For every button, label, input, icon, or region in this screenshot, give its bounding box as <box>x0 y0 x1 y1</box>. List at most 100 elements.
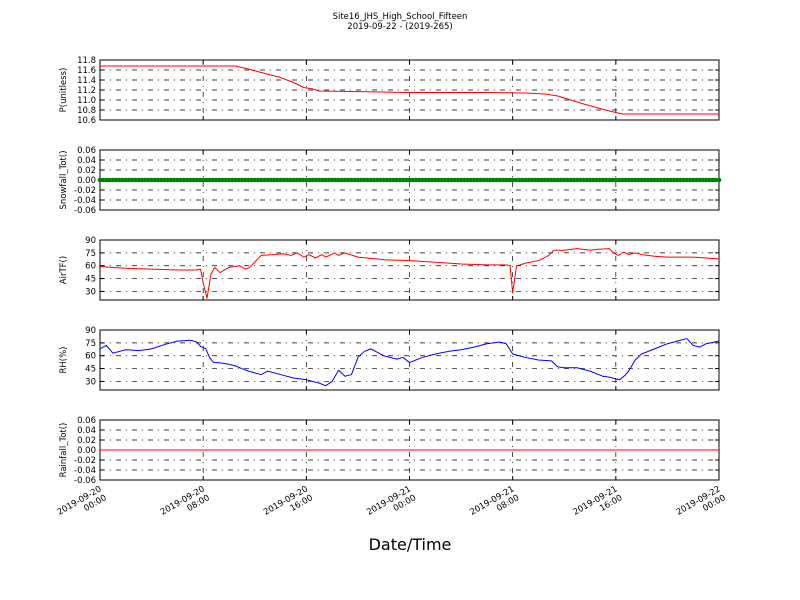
data-point <box>197 177 203 183</box>
data-point <box>549 177 554 183</box>
data-point <box>423 177 428 183</box>
data-point <box>329 177 335 183</box>
y-tick-label: 90 <box>85 326 96 336</box>
data-point <box>555 177 561 183</box>
figure-title: Site16_JHS_High_School_Fifteen <box>333 12 468 22</box>
data-point <box>191 177 196 183</box>
data-point <box>671 177 677 183</box>
data-point <box>349 177 354 183</box>
data-point <box>216 177 222 183</box>
data-point <box>236 177 241 183</box>
data-point <box>113 177 119 183</box>
data-point <box>326 177 332 183</box>
data-point <box>471 177 477 183</box>
y-tick-label: 0.02 <box>77 436 96 446</box>
y-tick-label: 75 <box>85 249 96 259</box>
data-point <box>265 177 270 183</box>
y-axis-label: P(unitless) <box>59 68 69 113</box>
x-axis-label: Date/Time <box>369 535 452 554</box>
data-point <box>255 177 261 183</box>
data-point <box>513 177 519 183</box>
data-point <box>133 177 138 183</box>
data-point <box>429 177 435 183</box>
panel-4: 90 75 60 45 30 RH(%) <box>59 326 720 391</box>
data-point <box>526 177 532 183</box>
data-point <box>158 177 164 183</box>
y-tick-label: 0.04 <box>77 156 96 166</box>
data-point <box>652 177 657 183</box>
data-point <box>432 177 438 183</box>
data-point <box>684 177 690 183</box>
data-point <box>300 177 306 183</box>
data-point <box>703 177 709 183</box>
data-point <box>310 177 316 183</box>
data-point <box>181 177 187 183</box>
data-point <box>484 177 490 183</box>
data-point <box>442 177 448 183</box>
data-point <box>374 177 380 183</box>
data-point <box>271 177 277 183</box>
y-tick-label: -0.04 <box>74 196 96 206</box>
y-axis-label: Rainfall_Tot() <box>59 423 69 478</box>
y-tick-label: 11.2 <box>77 86 96 96</box>
data-point <box>590 177 596 183</box>
data-point <box>184 177 190 183</box>
data-point <box>578 177 583 183</box>
data-point <box>420 177 425 183</box>
data-point <box>636 177 641 183</box>
data-point <box>342 177 348 183</box>
y-tick-label: -0.06 <box>74 476 96 486</box>
data-point <box>561 177 567 183</box>
data-point <box>175 177 180 183</box>
data-point <box>639 177 644 183</box>
y-tick-label: 90 <box>85 236 96 246</box>
y-tick-label: 10.8 <box>77 106 96 116</box>
data-point <box>287 177 293 183</box>
data-point <box>281 177 287 183</box>
series-line <box>99 338 720 387</box>
y-tick-label: 0.06 <box>77 416 96 426</box>
data-point <box>487 177 493 183</box>
data-point <box>632 177 638 183</box>
series-line <box>100 65 719 115</box>
data-point <box>665 177 670 183</box>
series-line <box>99 248 720 299</box>
y-tick-label: 75 <box>85 339 96 349</box>
data-point <box>139 177 145 183</box>
data-point <box>204 177 209 183</box>
data-point <box>542 177 548 183</box>
data-point <box>320 177 325 183</box>
data-point <box>352 177 357 183</box>
data-point <box>674 177 680 183</box>
data-point <box>648 177 654 183</box>
data-point <box>378 177 383 183</box>
data-point <box>600 177 606 183</box>
y-tick-label: -0.04 <box>74 466 96 476</box>
y-tick-label: 45 <box>85 275 96 285</box>
data-point <box>697 177 702 183</box>
data-point <box>284 177 290 183</box>
data-point <box>246 177 251 183</box>
data-point <box>110 177 116 183</box>
y-tick-label: 11.4 <box>77 76 96 86</box>
data-point <box>410 177 416 183</box>
y-tick-label: 0.00 <box>77 446 96 456</box>
data-point <box>152 177 158 183</box>
data-point <box>661 177 667 183</box>
data-point <box>229 177 235 183</box>
data-point <box>171 177 177 183</box>
data-point <box>258 177 264 183</box>
y-axis-label: AirTF() <box>59 256 69 284</box>
data-point <box>626 177 632 183</box>
data-point <box>178 177 183 183</box>
data-point <box>187 177 193 183</box>
data-point <box>120 177 125 183</box>
data-point <box>497 177 503 183</box>
data-point <box>387 177 393 183</box>
y-axis-label: RH(%) <box>59 346 69 373</box>
data-point <box>474 177 480 183</box>
data-point <box>710 177 715 183</box>
